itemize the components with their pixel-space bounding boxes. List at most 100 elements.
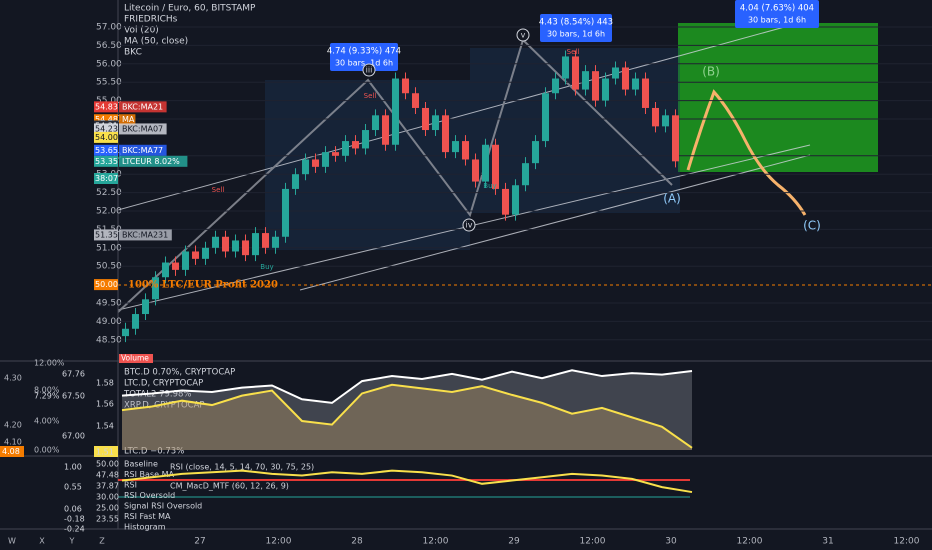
candle — [282, 188, 289, 237]
candle — [652, 107, 659, 127]
candle — [662, 115, 669, 127]
price-marker — [94, 131, 118, 143]
profit-label: 100% LTC/EUR Profit 2020 — [128, 280, 278, 291]
measure-text: 30 bars, 1d 6h — [748, 16, 806, 25]
candle — [472, 159, 479, 182]
marker-tag — [119, 123, 167, 135]
toolbar-item: Y — [69, 537, 75, 546]
candle — [302, 159, 309, 175]
time-label: 29 — [508, 537, 520, 547]
panel3-legend: RSI Oversold — [124, 491, 175, 500]
price-tick-label: 52.00 — [96, 207, 122, 217]
panel2-value: 67.50 — [62, 392, 85, 401]
time-label: 12:00 — [737, 537, 763, 547]
price-marker-label: 54.00 — [95, 133, 118, 142]
panel3-value: -0.18 — [64, 515, 85, 524]
panel2-value: 67.76 — [62, 370, 85, 379]
candle — [492, 144, 499, 189]
candle — [372, 115, 379, 131]
left-scale: 4.30 — [4, 374, 22, 383]
time-label: 12:00 — [894, 537, 920, 547]
candle — [502, 188, 509, 215]
annotation: Sell — [212, 186, 225, 194]
candle — [342, 141, 349, 156]
candle — [482, 144, 489, 182]
marker-tag-label: BKC:MA21 — [122, 102, 163, 111]
countdown-box — [94, 173, 118, 184]
price-marker-label: 50.00 — [95, 280, 118, 289]
price-marker-label: 54.83 — [95, 102, 118, 111]
panel3-legend: Signal RSI Oversold — [124, 502, 202, 511]
candle — [532, 141, 539, 164]
price-marker — [94, 123, 118, 135]
measure-text: 4.43 (8.54%) 443 — [539, 18, 613, 28]
left-scale: 4.10 — [4, 438, 22, 447]
pct-scale: 0.00% — [34, 446, 60, 455]
volume-tag — [119, 354, 153, 363]
time-label: 12:00 — [266, 537, 292, 547]
panel2-legend: TOTAL2 79.98% — [123, 390, 192, 400]
panel2-area — [122, 370, 692, 450]
time-label: 28 — [351, 537, 363, 547]
measure-box — [735, 0, 819, 28]
price-tick-label: 49.00 — [96, 317, 122, 327]
marker-tag — [119, 229, 172, 241]
marker-tag-label: LTCEUR 8.02% — [122, 157, 180, 166]
candle — [222, 236, 229, 252]
last-box — [94, 446, 118, 457]
panel3-legend: Histogram — [124, 523, 166, 532]
time-label: 27 — [194, 537, 205, 547]
pct-scale: 4.00% — [34, 417, 60, 426]
annotation: (C) — [803, 219, 821, 233]
panel2-line — [121, 383, 693, 449]
price-tick-label: 52.50 — [96, 188, 122, 198]
price-tick-label: 57.00 — [96, 23, 122, 33]
panel2-value: 7.29% — [34, 392, 60, 401]
annotation: (A) — [663, 192, 681, 206]
candle — [572, 56, 579, 90]
panel3-value: 30.00 — [96, 493, 119, 502]
candle — [252, 233, 259, 256]
candle — [512, 185, 519, 215]
price-marker-label: 53.35 — [95, 157, 118, 166]
candle — [452, 141, 459, 153]
left-box — [0, 446, 24, 457]
measure-text: 4.74 (9.33%) 474 — [327, 47, 401, 57]
annotation: iii — [366, 66, 373, 75]
panel2-line — [121, 369, 693, 404]
candle — [192, 251, 199, 259]
candle — [392, 78, 399, 145]
marker-tag — [119, 144, 167, 156]
candle — [262, 233, 269, 248]
marker-tag-label: BKC:MA77 — [122, 146, 163, 155]
price-marker — [94, 229, 118, 241]
candle — [382, 115, 389, 145]
candle — [462, 141, 469, 160]
annotation: (B) — [702, 65, 720, 79]
pct-scale: 12.00% — [34, 359, 65, 368]
wave-circle — [516, 28, 530, 42]
legend-line: Vol (20) — [124, 26, 159, 36]
price-tick-label: 51.00 — [96, 243, 122, 253]
measure-text: 30 bars, 1d 6h — [335, 59, 393, 68]
panel2-legend: BTC.D 0.70%, CRYPTOCAP — [124, 368, 235, 378]
annotation: iv — [466, 221, 473, 230]
marker-tag-label: BKC:MA231 — [122, 230, 168, 239]
left-scale: 4.20 — [4, 421, 22, 430]
panel3-value: 37.87 — [96, 482, 119, 491]
price-marker — [94, 114, 118, 126]
price-marker-label: 51.35 — [95, 230, 118, 239]
price-marker — [94, 144, 118, 156]
candle — [422, 107, 429, 131]
candle — [612, 67, 619, 79]
panel3-value: 23.55 — [96, 515, 119, 524]
marker-tag — [119, 101, 167, 113]
price-marker — [94, 101, 118, 113]
candle — [542, 93, 549, 142]
candle — [402, 78, 409, 94]
candle — [352, 141, 359, 149]
price-marker — [94, 155, 118, 167]
marker-tag — [119, 114, 136, 126]
candle — [312, 159, 319, 167]
